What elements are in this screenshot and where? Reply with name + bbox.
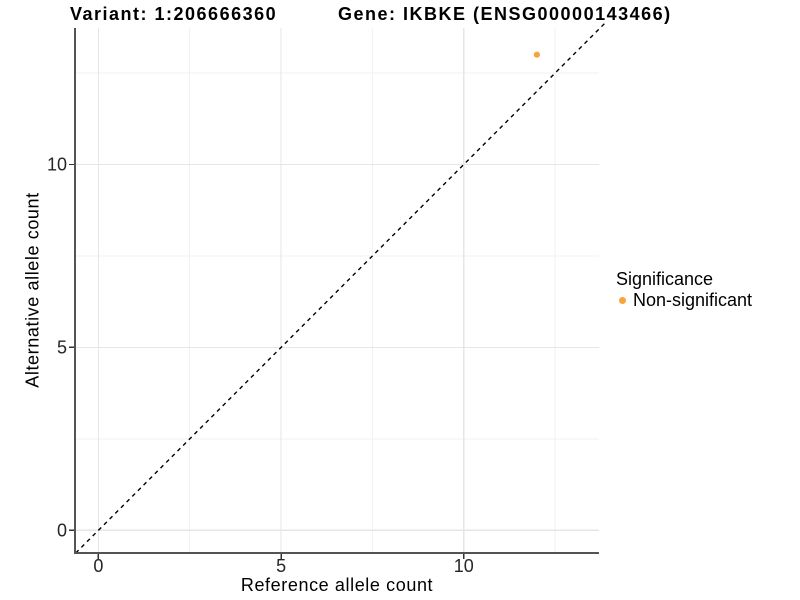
x-tick-label: 10 [454, 556, 474, 576]
identity-line [75, 21, 607, 554]
legend-item-non-significant: Non-significant [616, 290, 752, 311]
x-tick-label: 0 [93, 556, 103, 576]
data-point [533, 51, 540, 58]
y-tick-label: 5 [57, 337, 67, 357]
legend-point-icon [619, 297, 626, 304]
x-tick-label: 5 [276, 556, 286, 576]
y-tick-label: 10 [47, 154, 67, 174]
y-axis-title: Alternative allele count [22, 192, 43, 388]
x-axis-title: Reference allele count [240, 575, 434, 595]
legend-item-label: Non-significant [633, 290, 753, 310]
y-tick-label: 0 [57, 520, 67, 540]
plot-title-gene: Gene: IKBKE (ENSG00000143466) [338, 4, 672, 24]
plot-title-variant: Variant: 1:206666360 [70, 4, 278, 24]
legend-title: Significance [616, 269, 714, 289]
